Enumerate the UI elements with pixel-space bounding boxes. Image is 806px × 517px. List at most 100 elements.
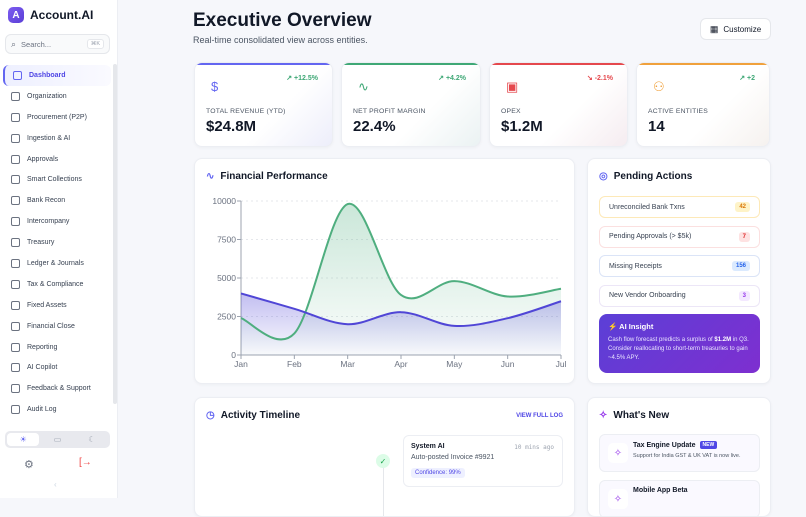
check-circle-icon: ◎	[599, 171, 608, 182]
sidebar-item-bank-recon[interactable]: Bank Recon	[3, 190, 111, 211]
kpi-card: ∿ ↗ +4.2% NET PROFIT MARGIN 22.4%	[341, 62, 481, 147]
shield-check-icon	[11, 405, 20, 414]
sidebar-item-label: Bank Recon	[27, 197, 65, 204]
sidebar-item-organization[interactable]: Organization	[3, 86, 111, 107]
sidebar-item-label: Ledger & Journals	[27, 260, 84, 267]
sidebar-item-feedback-support[interactable]: Feedback & Support	[3, 378, 111, 399]
sidebar-item-fixed-assets[interactable]: Fixed Assets	[3, 295, 111, 316]
sidebar-item-treasury[interactable]: Treasury	[3, 232, 111, 253]
sidebar-item-label: Tax & Compliance	[27, 281, 83, 288]
sidebar-item-label: Treasury	[27, 239, 54, 246]
sidebar-item-ingestion-ai[interactable]: Ingestion & AI	[3, 128, 111, 149]
sidebar-item-label: Reporting	[27, 344, 57, 351]
logo[interactable]: A Account.AI	[8, 7, 93, 23]
sidebar-item-label: Financial Close	[27, 323, 75, 330]
action-label: New Vendor Onboarding	[609, 292, 686, 299]
sidebar-item-label: Approvals	[27, 156, 58, 163]
kpi-accent-bar	[490, 63, 627, 65]
sidebar-item-label: AI Copilot	[27, 364, 57, 371]
action-count-badge: 42	[735, 202, 750, 212]
logout-icon[interactable]: [→	[79, 457, 92, 468]
sidebar-item-reporting[interactable]: Reporting	[3, 337, 111, 358]
check-icon: ✓	[376, 454, 390, 468]
grid-icon	[13, 71, 22, 80]
wallet-icon: ▣	[506, 79, 518, 95]
kpi-label: ACTIVE ENTITIES	[648, 108, 708, 115]
chat-icon	[11, 363, 20, 372]
sidebar-item-approvals[interactable]: Approvals	[3, 149, 111, 170]
sidebar-item-procurement-p2p[interactable]: Procurement (P2P)	[3, 107, 111, 128]
lightning-icon: ⚡	[608, 322, 617, 331]
kpi-card: ▣ ↘ -2.1% OPEX $1.2M	[489, 62, 628, 147]
new-badge: NEW	[700, 441, 718, 449]
sidebar-item-dashboard[interactable]: Dashboard	[3, 65, 111, 86]
x-tick-label: Jan	[234, 359, 248, 369]
sidebar-scrollbar[interactable]	[113, 64, 117, 404]
bank-icon	[11, 196, 20, 205]
settings-gear-icon[interactable]: ⚙	[24, 458, 34, 471]
kpi-label: NET PROFIT MARGIN	[353, 108, 426, 115]
y-tick-label: 10000	[212, 196, 236, 206]
sparkles-icon: ✧	[608, 489, 628, 509]
sidebar-item-label: Ingestion & AI	[27, 135, 70, 142]
file-icon	[11, 134, 20, 143]
lifebuoy-icon	[11, 384, 20, 393]
clock-icon: ◷	[206, 410, 215, 421]
activity-icon: ∿	[358, 79, 369, 95]
system-theme-button[interactable]: ▭	[41, 433, 73, 446]
collapse-sidebar-chevron-icon[interactable]: ‹	[54, 480, 57, 489]
light-theme-button[interactable]: ☀	[7, 433, 39, 446]
globe-icon	[11, 280, 20, 289]
x-tick-label: Mar	[340, 359, 355, 369]
search-input[interactable]: ⌕ Search... ⌘K	[5, 34, 110, 54]
search-icon: ⌕	[11, 39, 16, 50]
view-full-log-link[interactable]: VIEW FULL LOG	[516, 413, 563, 419]
sidebar-item-ai-copilot[interactable]: AI Copilot	[3, 357, 111, 378]
sparkles-icon: ✧	[608, 443, 628, 463]
sidebar-item-ledger-journals[interactable]: Ledger & Journals	[3, 253, 111, 274]
kpi-delta: ↘ -2.1%	[587, 74, 613, 82]
sidebar-item-audit-log[interactable]: Audit Log	[3, 399, 111, 420]
sidebar-item-smart-collections[interactable]: Smart Collections	[3, 169, 111, 190]
kpi-accent-bar	[342, 63, 480, 65]
y-tick-label: 5000	[217, 273, 236, 283]
theme-switcher: ☀ ▭ ☾	[5, 431, 110, 448]
page-title: Executive Overview	[193, 10, 372, 32]
pending-action-item[interactable]: Pending Approvals (> $5k)7	[599, 226, 760, 248]
dark-theme-button[interactable]: ☾	[76, 433, 108, 446]
kpi-value: $1.2M	[501, 118, 543, 135]
kpi-label: OPEX	[501, 108, 521, 115]
confidence-badge: Confidence: 99%	[411, 468, 465, 478]
search-placeholder: Search...	[21, 40, 51, 49]
book-icon	[11, 259, 20, 268]
layout-icon: ▦	[710, 24, 719, 35]
y-tick-label: 2500	[217, 312, 236, 322]
sidebar-item-tax-compliance[interactable]: Tax & Compliance	[3, 274, 111, 295]
sidebar-item-financial-close[interactable]: Financial Close	[3, 316, 111, 337]
sidebar: A Account.AI ⌕ Search... ⌘K Dashboard Org…	[0, 0, 118, 498]
customize-button[interactable]: ▦ Customize	[700, 18, 771, 40]
building-icon	[11, 92, 20, 101]
timeline-event[interactable]: System AI 10 mins ago Auto-posted Invoic…	[403, 435, 563, 487]
event-time: 10 mins ago	[514, 444, 554, 451]
dollar-icon: $	[211, 79, 218, 94]
sidebar-item-label: Feedback & Support	[27, 385, 91, 392]
kpi-value: 14	[648, 118, 665, 135]
sidebar-item-label: Organization	[27, 93, 67, 100]
sidebar-item-label: Audit Log	[27, 406, 57, 413]
action-label: Pending Approvals (> $5k)	[609, 233, 691, 240]
event-action: Auto-posted Invoice #9921	[411, 454, 555, 461]
kpi-accent-bar	[195, 63, 332, 65]
cart-icon	[11, 113, 20, 122]
x-tick-label: Jun	[501, 359, 515, 369]
sidebar-item-intercompany[interactable]: Intercompany	[3, 211, 111, 232]
action-count-badge: 156	[732, 261, 750, 271]
news-item[interactable]: ✧ Mobile App Beta	[599, 480, 760, 517]
